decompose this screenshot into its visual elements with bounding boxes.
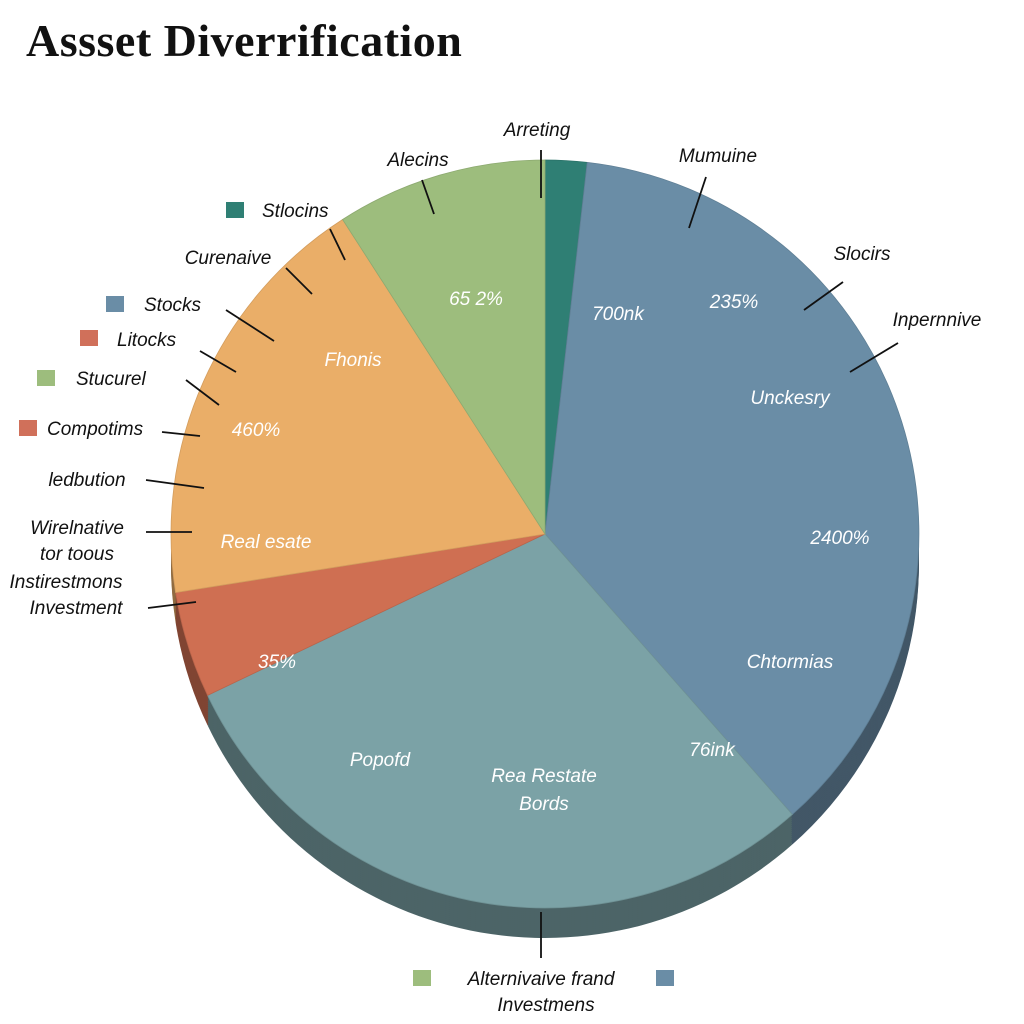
- legend-swatch: [80, 330, 98, 346]
- chart-title: Assset Diverrification: [26, 15, 463, 66]
- slice-label: 65 2%: [449, 289, 503, 310]
- callout-label: Investment: [30, 598, 124, 619]
- legend-swatch: [413, 970, 431, 986]
- legend-swatch: [226, 202, 244, 218]
- leader-line: [803, 281, 844, 311]
- leader-line: [329, 228, 346, 261]
- pie-slices: [170, 159, 920, 909]
- leader-lines: [145, 150, 899, 958]
- legend-label: Litocks: [117, 330, 177, 351]
- labels: 65 2% 700nk 235% Unckesry 2400% Chtormia…: [10, 120, 982, 815]
- leader-line: [225, 309, 275, 342]
- slice-label: Bords: [519, 794, 569, 815]
- callout-label: Arreting: [503, 120, 571, 141]
- callout-label: Alecins: [386, 150, 449, 171]
- legend: Stlocins Stocks Litocks Stucurel Compoti…: [19, 201, 329, 440]
- callout-label: Wirelnative: [30, 518, 124, 539]
- leader-line: [688, 176, 707, 229]
- callout-label: Inpernnive: [893, 310, 982, 331]
- pie-slice-4: [170, 218, 546, 593]
- legend-swatch: [37, 370, 55, 386]
- slice-label: Fhonis: [324, 350, 382, 371]
- slice-label: Chtormias: [747, 652, 834, 673]
- slice-label: 35%: [258, 652, 296, 673]
- slice-label: 235%: [709, 292, 759, 313]
- pie-slice-1: [544, 161, 920, 816]
- slice-label: 2400%: [809, 528, 869, 549]
- legend-swatch: [656, 970, 674, 986]
- slice-label: Rea Restate: [491, 766, 597, 787]
- leader-line: [421, 179, 435, 215]
- pie-slice-5: [342, 159, 546, 536]
- legend-label: Compotims: [47, 419, 144, 440]
- legend-swatch: [19, 420, 37, 436]
- leader-line: [161, 431, 201, 437]
- bottom-legend: Alternivaive frand Investmens: [413, 969, 674, 1016]
- slice-label: 460%: [232, 420, 281, 441]
- leader-line: [147, 601, 197, 609]
- pie-slice-2: [207, 533, 793, 909]
- legend-label: Alternivaive frand: [467, 969, 616, 990]
- leader-line: [849, 342, 899, 373]
- leader-line: [285, 267, 313, 295]
- slice-label: 700nk: [592, 304, 645, 325]
- slice-label: Popofd: [350, 750, 412, 771]
- callout-label: ledbution: [48, 470, 125, 491]
- legend-label: Stlocins: [262, 201, 329, 222]
- callout-label: Curenaive: [185, 248, 272, 269]
- callout-label: Slocirs: [833, 244, 891, 265]
- leader-line: [145, 479, 205, 489]
- legend-label: Investmens: [497, 995, 595, 1016]
- callout-label: tor toous: [40, 544, 114, 565]
- callout-label: Mumuine: [679, 146, 757, 167]
- legend-swatch: [106, 296, 124, 312]
- slice-label: Real esate: [221, 532, 312, 553]
- leader-line: [185, 379, 220, 406]
- slice-label: 76ink: [689, 740, 736, 761]
- callout-label: Instirestmons: [10, 572, 123, 593]
- legend-label: Stucurel: [76, 369, 146, 390]
- leader-line: [199, 350, 237, 373]
- legend-label: Stocks: [144, 295, 202, 316]
- slice-label: Unckesry: [750, 388, 831, 409]
